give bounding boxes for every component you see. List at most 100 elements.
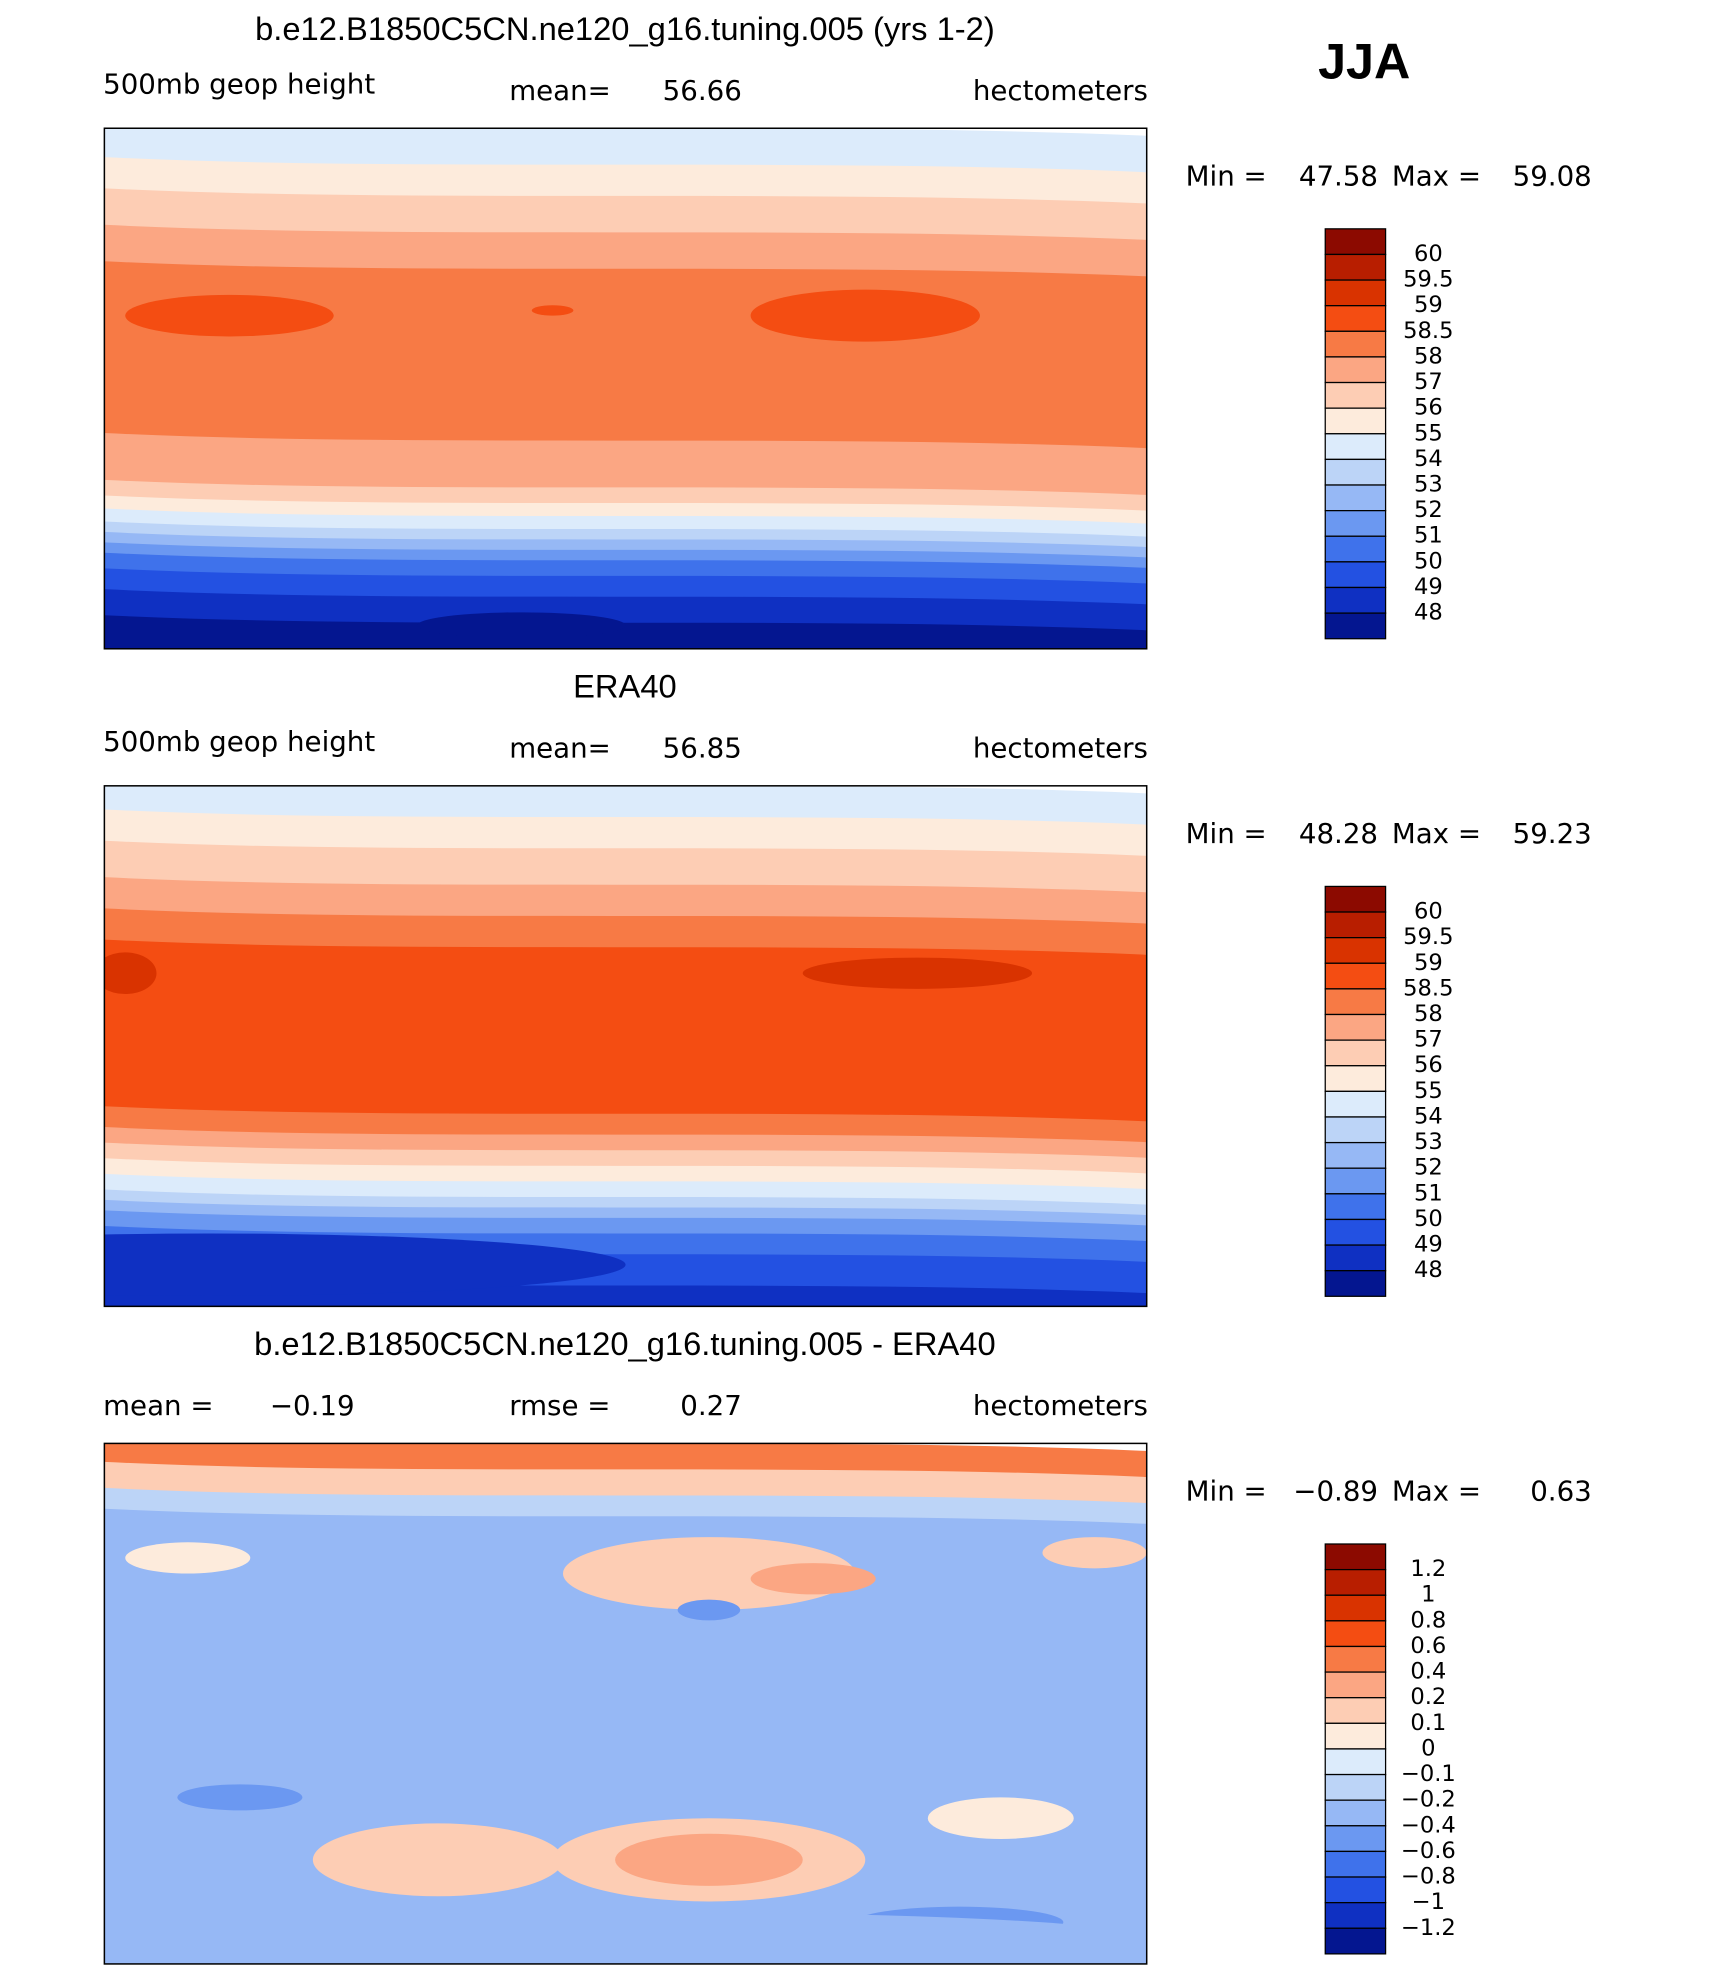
colorbar-tick-label: −0.4 <box>1401 1812 1456 1838</box>
colorbar-tick-label: 51 <box>1414 1180 1443 1206</box>
colorbar-tick-label: 48 <box>1414 1257 1443 1283</box>
units-label: hectometers <box>973 731 1148 764</box>
colorbar-tick-label: 0.1 <box>1410 1710 1446 1736</box>
colorbar-box <box>1324 1244 1387 1272</box>
max-value: 59.08 <box>1513 159 1592 192</box>
colorbar-tick-label: 52 <box>1414 497 1443 523</box>
colorbar-box <box>1324 1697 1387 1724</box>
colorbar-box <box>1324 458 1387 486</box>
map-blob <box>802 957 1033 989</box>
colorbar-tick-label: 54 <box>1414 446 1443 472</box>
map-blob <box>677 1599 741 1621</box>
units-label: hectometers <box>973 1389 1148 1422</box>
colorbar-box <box>1324 407 1387 435</box>
map-band <box>104 433 1147 498</box>
map-band <box>104 615 1147 649</box>
colorbar-tick-label: 53 <box>1414 1129 1443 1155</box>
colorbar-tick-label: −0.6 <box>1401 1838 1456 1864</box>
colorbar-box <box>1324 1065 1387 1092</box>
colorbar-tick-label: −0.2 <box>1401 1787 1456 1813</box>
max-value: 0.63 <box>1530 1474 1592 1507</box>
colorbar-box <box>1324 1645 1387 1673</box>
center-label: rmse = <box>509 1389 610 1422</box>
map-band <box>104 840 1147 895</box>
colorbar-tick-label: 0.6 <box>1410 1633 1446 1659</box>
colorbar-tick-label: 58 <box>1414 343 1443 369</box>
colorbar-tick-label: 52 <box>1414 1155 1443 1181</box>
colorbar-box <box>1324 988 1387 1016</box>
center-label: mean= <box>509 74 611 107</box>
colorbar-box <box>1324 1902 1387 1929</box>
colorbar-tick-label: 59 <box>1414 950 1443 976</box>
colorbar-tick-label: −0.1 <box>1401 1761 1456 1787</box>
map-band <box>104 128 1147 175</box>
map-blob <box>615 1833 803 1886</box>
panel-title: ERA40 <box>573 668 677 705</box>
colorbar-tick-label: 50 <box>1414 1206 1443 1232</box>
map-band <box>104 877 1147 927</box>
panel-title: b.e12.B1850C5CN.ne120_g16.tuning.005 - E… <box>254 1325 995 1362</box>
colorbar-tick-label: 57 <box>1414 1027 1443 1053</box>
colorbar-tick-label: 50 <box>1414 548 1443 574</box>
map-band <box>104 224 1147 279</box>
colorbar-tick-label: 58.5 <box>1403 318 1453 344</box>
colorbar-tick-label: 56 <box>1414 1052 1443 1078</box>
colorbar-box <box>1324 1218 1387 1246</box>
colorbar-box <box>1324 356 1387 384</box>
colorbar-tick-label: 49 <box>1414 574 1443 600</box>
colorbar-box <box>1324 1090 1387 1118</box>
colorbar-tick-label: 56 <box>1414 395 1443 421</box>
min-value: 47.58 <box>1299 159 1378 192</box>
colorbar-tick-label: −0.8 <box>1401 1864 1456 1890</box>
left-value: −0.19 <box>270 1389 355 1422</box>
colorbar-box <box>1324 1013 1387 1041</box>
map-frame <box>103 785 1148 1308</box>
colorbar-box <box>1324 586 1387 614</box>
colorbar-box <box>1324 1270 1387 1297</box>
colorbar-tick-label: 60 <box>1414 899 1443 925</box>
colorbar-box <box>1324 1927 1387 1955</box>
colorbar-box <box>1324 1167 1387 1195</box>
colorbar-box <box>1324 612 1387 640</box>
map-field <box>104 785 1147 1307</box>
min-value: −0.89 <box>1293 1474 1378 1507</box>
min-label: Min = <box>1186 817 1267 850</box>
map-blob <box>750 1563 876 1595</box>
map-band <box>104 157 1147 206</box>
units-label: hectometers <box>973 74 1148 107</box>
colorbar-box <box>1324 885 1387 913</box>
map-blob <box>927 1797 1074 1840</box>
colorbar-tick-label: 55 <box>1414 1078 1443 1104</box>
left-label: 500mb geop height <box>103 725 375 758</box>
map-blob <box>1042 1537 1147 1569</box>
colorbar-box <box>1324 911 1387 939</box>
map-band <box>104 188 1147 243</box>
colorbar-tick-label: 58.5 <box>1403 975 1453 1001</box>
colorbar-tick-label: −1.2 <box>1401 1915 1456 1941</box>
colorbar-box <box>1324 561 1387 589</box>
colorbar-box <box>1324 1671 1387 1699</box>
colorbar-tick-label: 1.2 <box>1410 1556 1446 1582</box>
colorbar-tick-label: 0.8 <box>1410 1607 1446 1633</box>
map-frame <box>103 1442 1148 1965</box>
colorbar-box <box>1324 962 1387 990</box>
colorbar-box <box>1324 1773 1387 1801</box>
map-blob <box>531 305 574 316</box>
map-band <box>104 908 1147 958</box>
colorbar-tick-label: 57 <box>1414 369 1443 395</box>
map-blob <box>104 952 157 995</box>
min-label: Min = <box>1186 159 1267 192</box>
colorbar-box <box>1324 433 1387 461</box>
max-label: Max = <box>1392 817 1481 850</box>
colorbar-tick-label: 48 <box>1414 600 1443 626</box>
colorbar-tick-label: 59.5 <box>1403 924 1453 950</box>
colorbar-tick-label: 1 <box>1421 1582 1435 1608</box>
map-blob <box>177 1784 303 1811</box>
center-label: mean= <box>509 731 611 764</box>
map-band <box>104 261 1147 451</box>
colorbar-box <box>1324 1620 1387 1648</box>
colorbar-box <box>1324 1193 1387 1221</box>
map-blob <box>104 1233 626 1296</box>
